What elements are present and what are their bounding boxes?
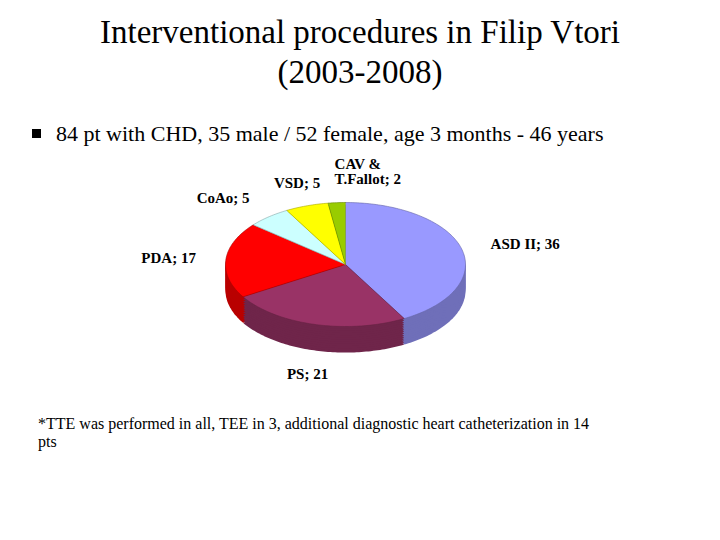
html-text:84 pt with CHD, 35 male / 52 f: 84 pt with CHD, 35 male / 52 female, age… xyxy=(56,121,604,146)
svg-text:ASD II; 36: ASD II; 36 xyxy=(491,236,561,252)
svg-text:PS; 21: PS; 21 xyxy=(287,366,328,382)
svg-text:CoAo; 5: CoAo; 5 xyxy=(197,190,250,206)
svg-text:PDA; 17: PDA; 17 xyxy=(141,250,196,266)
html-text:Interventional procedures in F: Interventional procedures in Filip Vtori… xyxy=(100,14,620,90)
svg-text:VSD; 5: VSD; 5 xyxy=(274,175,320,191)
html-text:*TTE was performed in all, TEE: *TTE was performed in all, TEE in 3, add… xyxy=(38,415,590,450)
svg-text:CAV &T.Fallot; 2: CAV &T.Fallot; 2 xyxy=(335,156,401,187)
